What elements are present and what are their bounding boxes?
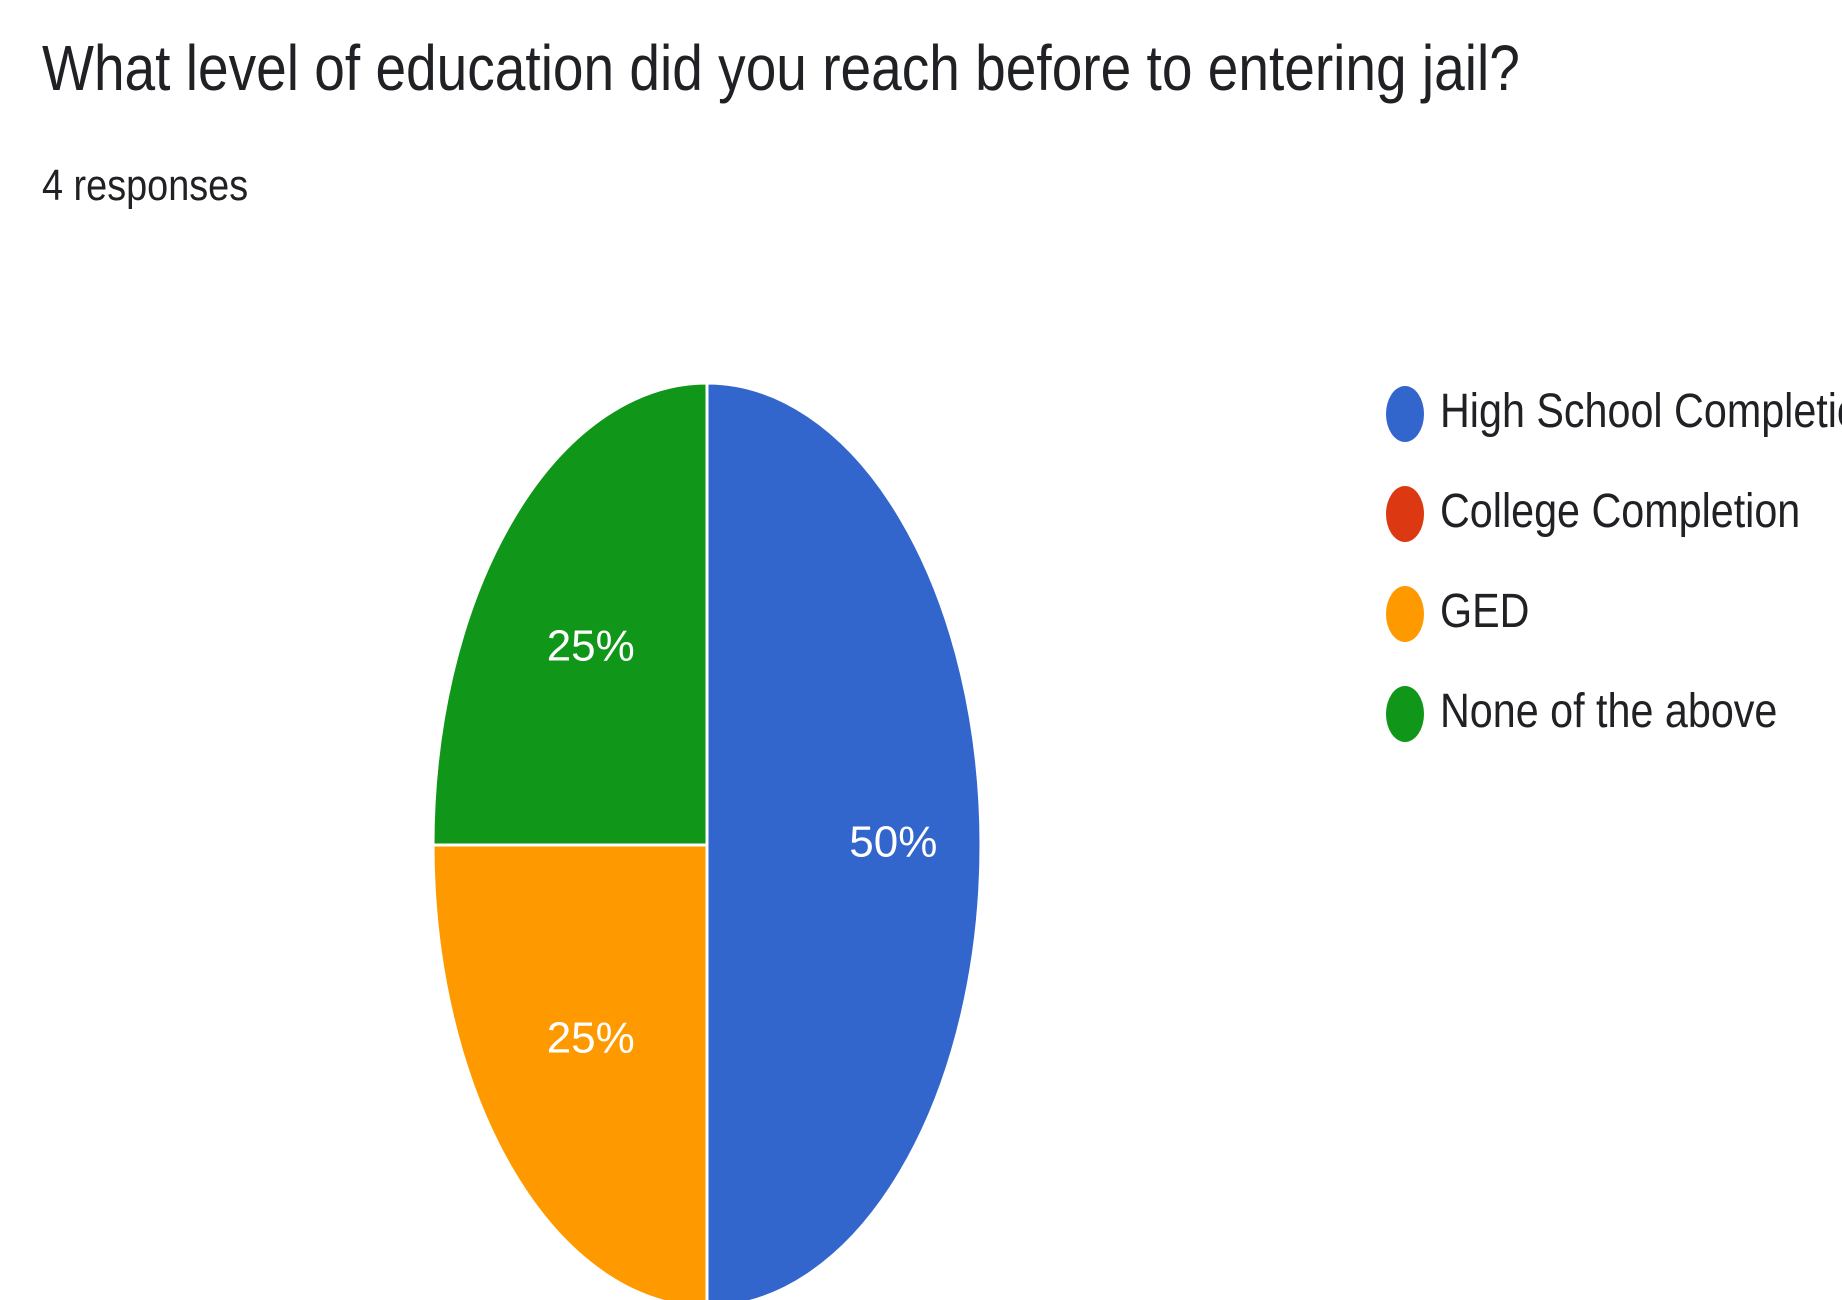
question-title: What level of education did you reach be…	[42, 32, 1520, 104]
legend-label: College Completion	[1440, 485, 1801, 538]
legend-swatch	[1386, 486, 1424, 542]
legend-item-college-completion[interactable]: College Completion	[1386, 478, 1836, 578]
pie-slice-label-high-school-completion: 50%	[849, 818, 937, 867]
pie-slice-ged[interactable]	[431, 843, 709, 1300]
pie-slice-label-ged: 25%	[547, 1014, 635, 1063]
pie-slice-label-none-of-the-above: 25%	[547, 622, 635, 671]
legend-label: None of the above	[1440, 685, 1778, 738]
chart-legend: High School Completion College Completion…	[1386, 378, 1842, 778]
legend-item-ged[interactable]: GED	[1386, 578, 1836, 678]
legend-swatch	[1386, 386, 1424, 442]
pie-slice-high-school-completion[interactable]	[705, 381, 983, 1300]
legend-item-none-of-the-above[interactable]: None of the above	[1386, 678, 1836, 778]
legend-swatch	[1386, 586, 1424, 642]
legend-label: High School Completion	[1440, 385, 1842, 438]
pie-slice-none-of-the-above[interactable]	[431, 381, 709, 847]
legend-swatch	[1386, 686, 1424, 742]
legend-item-high-school-completion[interactable]: High School Completion	[1386, 378, 1842, 478]
legend-label: GED	[1440, 585, 1530, 638]
response-count: 4 responses	[42, 161, 249, 210]
